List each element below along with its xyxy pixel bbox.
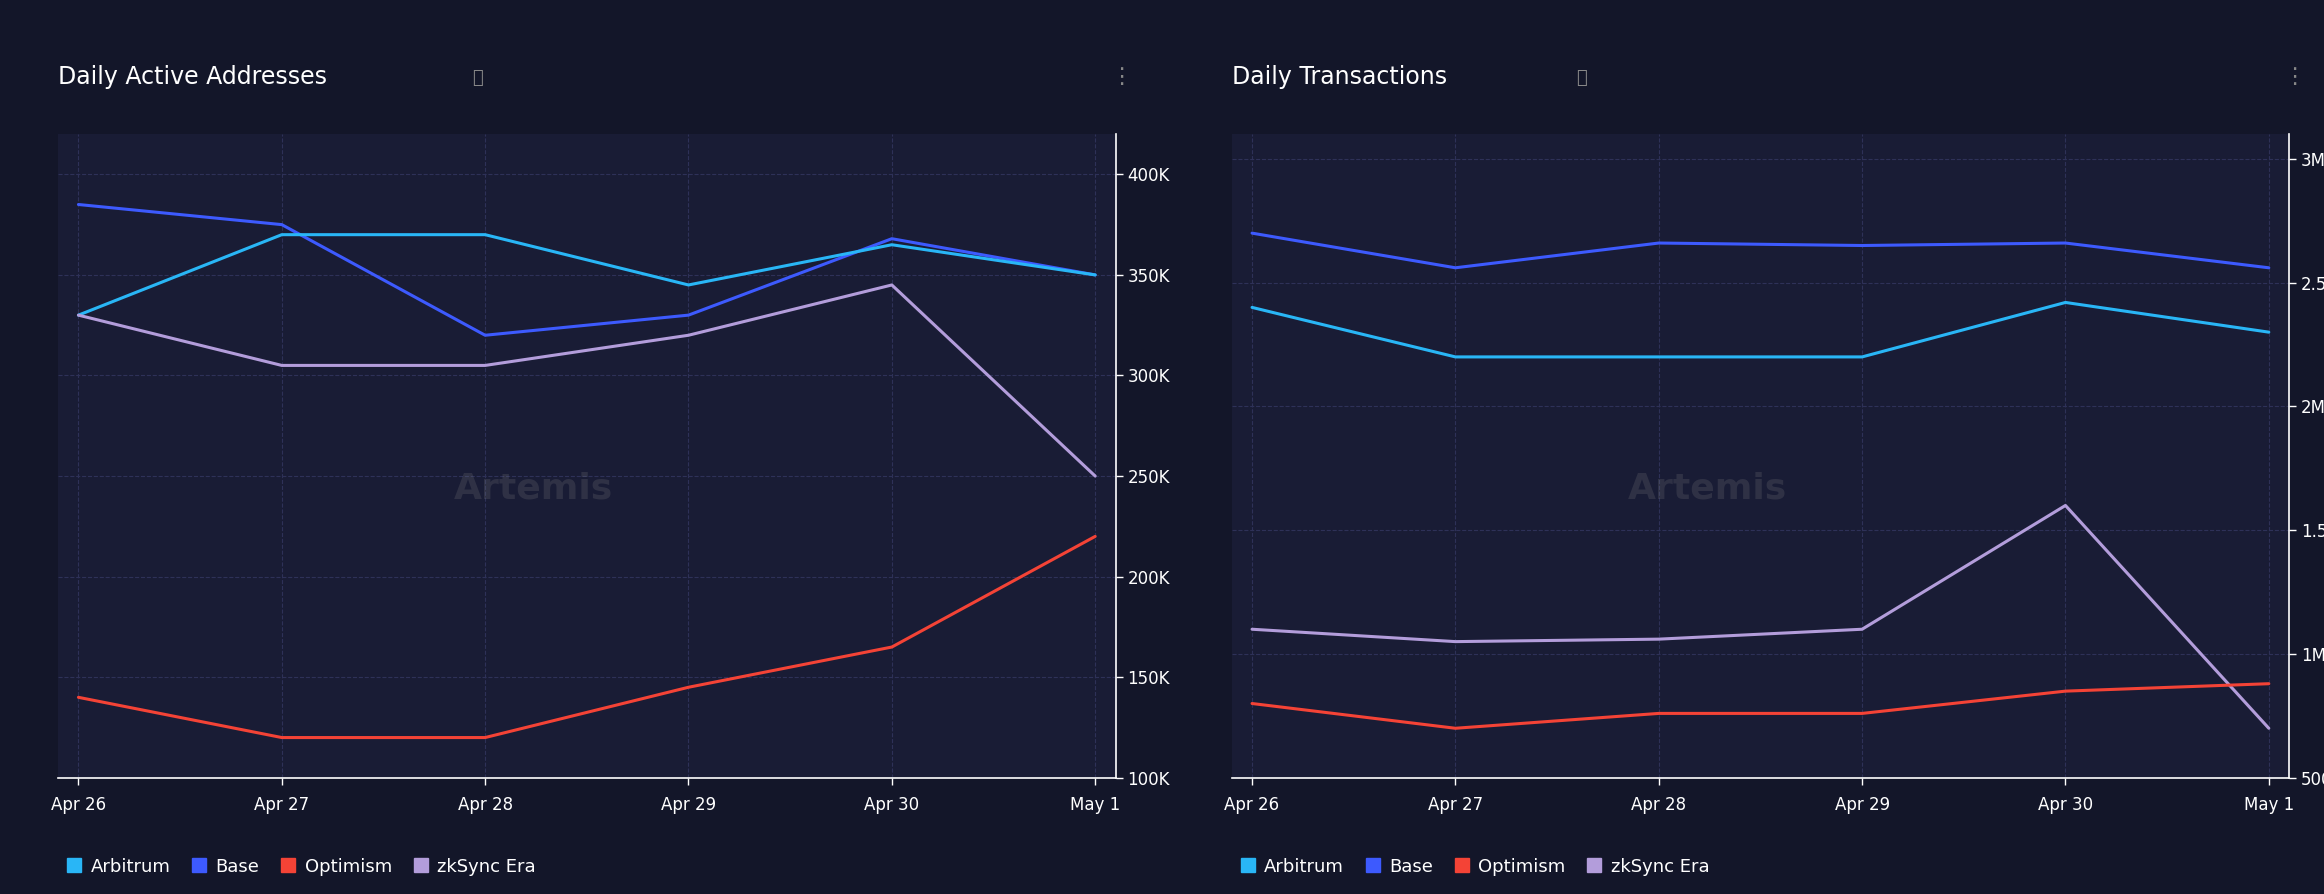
- Text: Daily Active Addresses: Daily Active Addresses: [58, 65, 328, 89]
- Text: ⓘ: ⓘ: [472, 69, 483, 87]
- Text: ⓘ: ⓘ: [1576, 69, 1587, 87]
- Text: Artemis: Artemis: [1627, 471, 1787, 505]
- Legend: Arbitrum, Base, Optimism, zkSync Era: Arbitrum, Base, Optimism, zkSync Era: [1241, 857, 1708, 875]
- Legend: Arbitrum, Base, Optimism, zkSync Era: Arbitrum, Base, Optimism, zkSync Era: [67, 857, 535, 875]
- Text: ⋮: ⋮: [2282, 67, 2305, 87]
- Text: Daily Transactions: Daily Transactions: [1232, 65, 1448, 89]
- Text: Artemis: Artemis: [453, 471, 614, 505]
- Text: ⋮: ⋮: [1109, 67, 1132, 87]
